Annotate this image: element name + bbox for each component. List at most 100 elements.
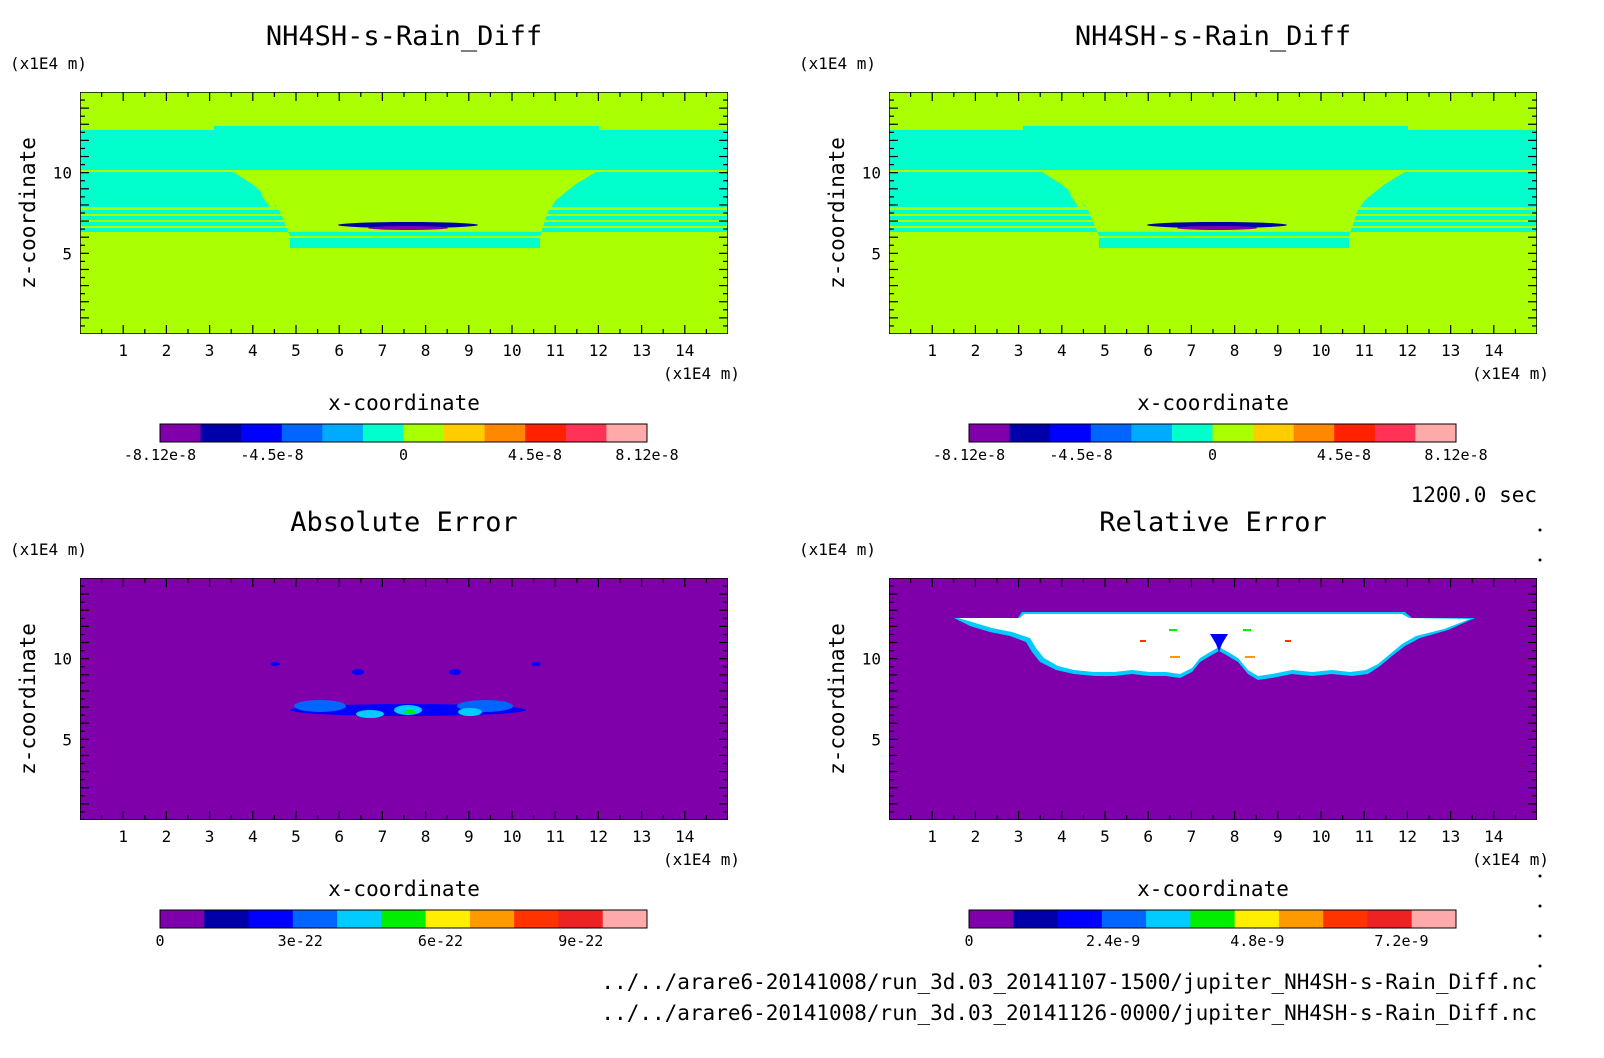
y-tick-label: 10 bbox=[53, 650, 72, 669]
y-axis-label: z-coordinate bbox=[16, 623, 40, 775]
band-stripe bbox=[889, 214, 1537, 216]
colorbar-label: -4.5e-8 bbox=[1049, 446, 1112, 464]
colorbar-swatch bbox=[200, 424, 242, 442]
y-tick-label: 5 bbox=[62, 244, 72, 263]
x-tick-label: 11 bbox=[1355, 827, 1374, 846]
y-tick-label: 10 bbox=[53, 164, 72, 183]
colorbar-swatch bbox=[1090, 424, 1132, 442]
x-tick-label: 4 bbox=[1057, 341, 1067, 360]
x-tick-label: 8 bbox=[421, 827, 431, 846]
y-tick-label: 10 bbox=[862, 650, 881, 669]
x-tick-label: 13 bbox=[632, 341, 651, 360]
colorbar-swatch bbox=[292, 910, 338, 928]
colorbar-swatch bbox=[204, 910, 250, 928]
colorbar-swatch bbox=[1057, 910, 1103, 928]
colorbar-swatch bbox=[1190, 910, 1236, 928]
colorbar-swatch bbox=[525, 424, 567, 442]
x-tick-label: 12 bbox=[589, 827, 608, 846]
plume-right bbox=[536, 184, 556, 208]
x-tick-label: 9 bbox=[1273, 341, 1283, 360]
x-tick-label: 3 bbox=[1014, 341, 1024, 360]
x-tick-label: 2 bbox=[162, 827, 172, 846]
error-blob bbox=[294, 700, 346, 712]
colorbar-swatch bbox=[514, 910, 559, 928]
thin-stripe bbox=[552, 170, 728, 172]
colorbar-label: 7.2e-9 bbox=[1374, 932, 1428, 950]
colorbar-swatch bbox=[337, 910, 382, 928]
colorbar-label: 0 bbox=[964, 932, 973, 950]
colorbar-frame bbox=[968, 909, 1457, 929]
x-tick-label: 14 bbox=[675, 341, 694, 360]
cyan-band-top-bulge bbox=[1023, 126, 1408, 132]
x-tick-label: 9 bbox=[464, 827, 474, 846]
colorbar-swatch bbox=[484, 424, 526, 442]
x-tick-label: 11 bbox=[546, 341, 565, 360]
colorbar-label: 0 bbox=[155, 932, 164, 950]
error-speck bbox=[1169, 629, 1177, 631]
colorbar-swatch bbox=[469, 910, 515, 928]
colorbar-swatch bbox=[322, 424, 364, 442]
core-dark bbox=[338, 222, 478, 228]
footer-path-2: ../../arare6-20141008/run_3d.03_20141126… bbox=[601, 1001, 1537, 1025]
colorbar-label: 9e-22 bbox=[558, 932, 603, 950]
x-tick-label: 2 bbox=[971, 341, 981, 360]
thin-stripe bbox=[80, 170, 250, 172]
x-unit-label: (x1E4 m) bbox=[663, 850, 740, 869]
y-tick-label: 5 bbox=[62, 730, 72, 749]
x-tick-label: 10 bbox=[1311, 827, 1330, 846]
colorbar-swatch bbox=[241, 424, 283, 442]
x-tick-label: 8 bbox=[1230, 341, 1240, 360]
x-tick-label: 12 bbox=[589, 341, 608, 360]
x-tick-label: 7 bbox=[1187, 341, 1197, 360]
plume-left bbox=[1067, 184, 1085, 208]
colorbar-label: 4.5e-8 bbox=[508, 446, 562, 464]
x-tick-label: 1 bbox=[927, 341, 937, 360]
thin-stripe bbox=[889, 170, 1059, 172]
colorbar-swatch bbox=[1323, 910, 1368, 928]
error-speck bbox=[1245, 656, 1255, 658]
core-dark bbox=[368, 226, 448, 230]
y-axis-label: z-coordinate bbox=[16, 137, 40, 289]
error-blob bbox=[404, 710, 416, 714]
panel-absolute-error bbox=[80, 578, 728, 820]
error-speck bbox=[531, 662, 541, 666]
band-stripe bbox=[889, 220, 1537, 222]
x-tick-label: 1 bbox=[927, 827, 937, 846]
x-tick-label: 6 bbox=[1143, 827, 1153, 846]
dot bbox=[1538, 904, 1542, 908]
y-tick-label: 10 bbox=[862, 164, 881, 183]
x-unit-label: (x1E4 m) bbox=[1472, 850, 1549, 869]
x-tick-label: 5 bbox=[1100, 827, 1110, 846]
colorbar-swatch bbox=[1293, 424, 1335, 442]
colorbar-label: -8.12e-8 bbox=[933, 446, 1005, 464]
cyan-band-upper bbox=[889, 130, 1537, 170]
x-tick-label: 13 bbox=[632, 827, 651, 846]
x-tick-label: 4 bbox=[248, 827, 258, 846]
x-tick-label: 8 bbox=[421, 341, 431, 360]
y-tick-label: 5 bbox=[871, 244, 881, 263]
colorbar-swatch bbox=[565, 424, 607, 442]
colorbar-swatch bbox=[1374, 424, 1416, 442]
colorbar-swatch bbox=[1411, 910, 1457, 928]
time-label: 1200.0 sec bbox=[1411, 483, 1537, 507]
panel-field-right bbox=[889, 92, 1537, 334]
dot bbox=[1538, 964, 1542, 968]
x-tick-label: 6 bbox=[334, 341, 344, 360]
footer-path-1: ../../arare6-20141008/run_3d.03_20141107… bbox=[601, 970, 1537, 994]
x-tick-label: 5 bbox=[291, 827, 301, 846]
colorbar-swatch bbox=[1131, 424, 1173, 442]
error-blob bbox=[458, 708, 482, 716]
thin-stripe bbox=[1361, 170, 1537, 172]
chart-title: NH4SH-s-Rain_Diff bbox=[266, 21, 542, 52]
margin-dots bbox=[1538, 528, 1542, 968]
colorbar-swatch bbox=[1013, 910, 1059, 928]
y-tick-label: 5 bbox=[871, 730, 881, 749]
error-speck bbox=[1170, 656, 1180, 658]
x-tick-label: 5 bbox=[1100, 341, 1110, 360]
error-speck bbox=[449, 669, 461, 675]
x-tick-label: 5 bbox=[291, 341, 301, 360]
x-tick-label: 13 bbox=[1441, 341, 1460, 360]
x-unit-label: (x1E4 m) bbox=[663, 364, 740, 383]
error-speck bbox=[1243, 629, 1251, 631]
colorbar-swatch bbox=[602, 910, 648, 928]
